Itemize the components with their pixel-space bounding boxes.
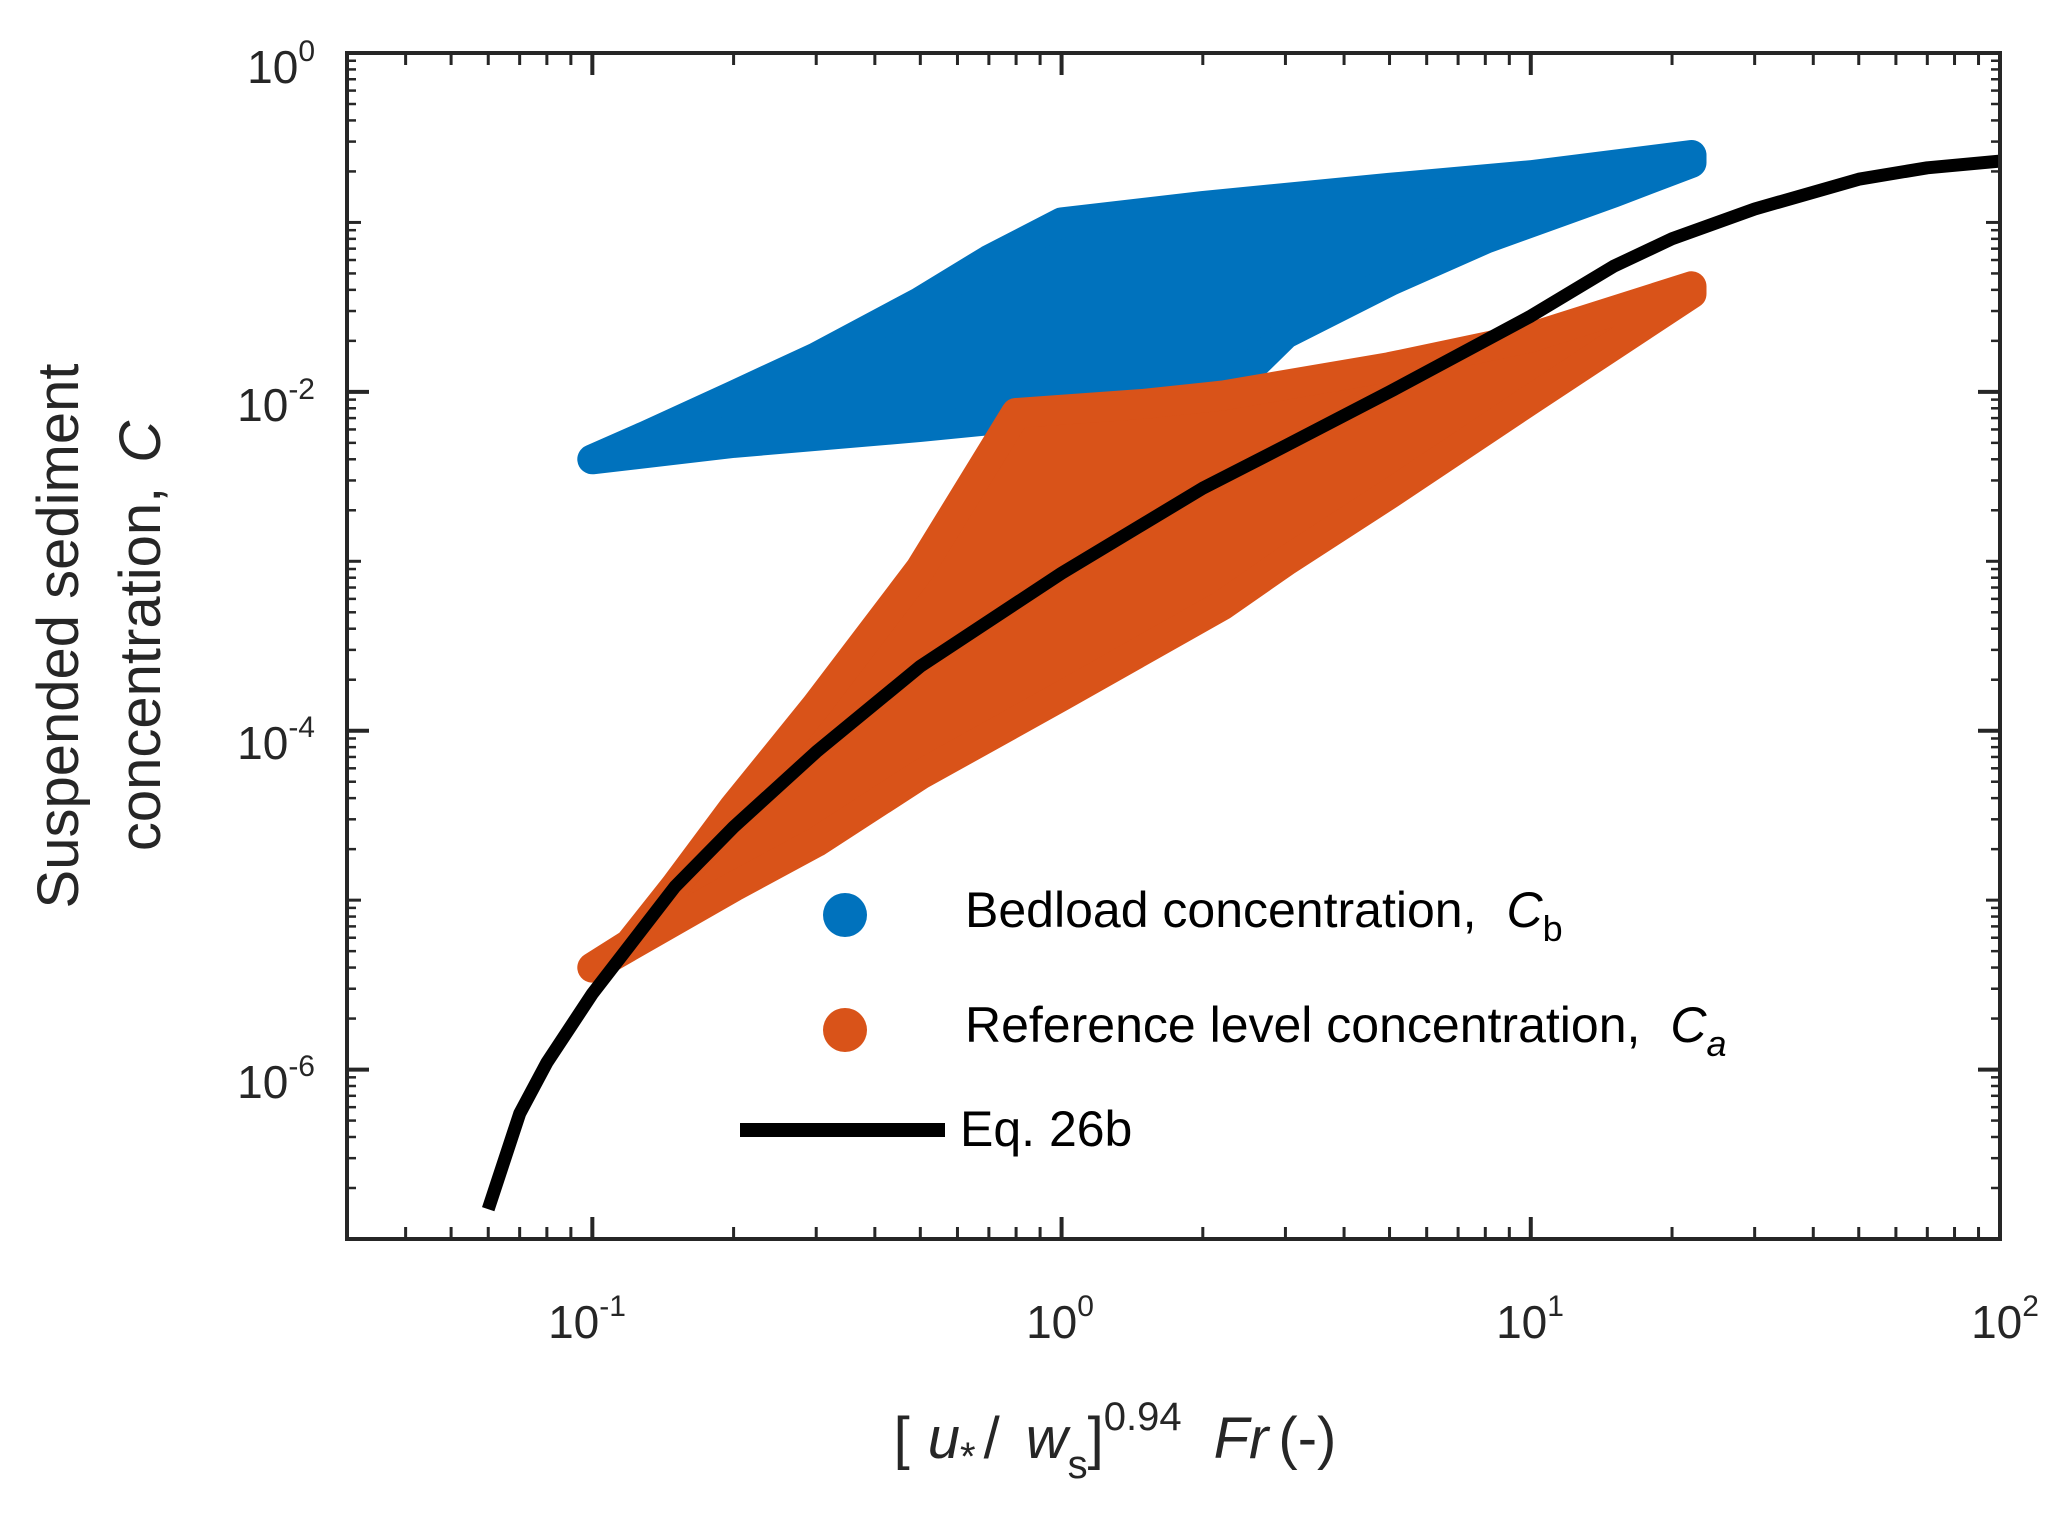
series-layer [482,140,2000,1212]
y-tick-label-4: 10-6 [237,1050,315,1108]
major-ticks [347,51,2002,1239]
x-axis-label: [u* / ws]0.94 Fr (-) [894,1395,1337,1487]
legend-label-reference: Reference level concentration, Ca [965,997,1727,1064]
legend-label-eq: Eq. 26b [960,1101,1132,1157]
minor-ticks [347,53,2000,1241]
series-2-line [482,154,2000,1212]
legend: Bedload concentration, Cb Reference level… [740,882,1727,1157]
y-tick-label-3: 10-4 [237,711,315,769]
y-tick-label-1: 100 [247,35,315,93]
y-axis-label-line-1: Suspended sediment [26,364,91,909]
plot-frame [345,51,2002,1241]
legend-label-bedload: Bedload concentration, Cb [965,882,1563,949]
x-tick-label-1: 10-1 [548,1290,626,1348]
x-tick-label-4: 102 [1971,1290,2039,1348]
legend-marker-bedload [823,893,867,937]
x-tick-label-3: 101 [1496,1290,1564,1348]
series-1-band [577,271,1707,983]
y-axis-label-line-2: concentration,C [108,420,173,851]
y-tick-label-2: 10-2 [237,373,315,431]
x-tick-label-2: 100 [1026,1290,1094,1348]
legend-marker-reference [823,1008,867,1052]
